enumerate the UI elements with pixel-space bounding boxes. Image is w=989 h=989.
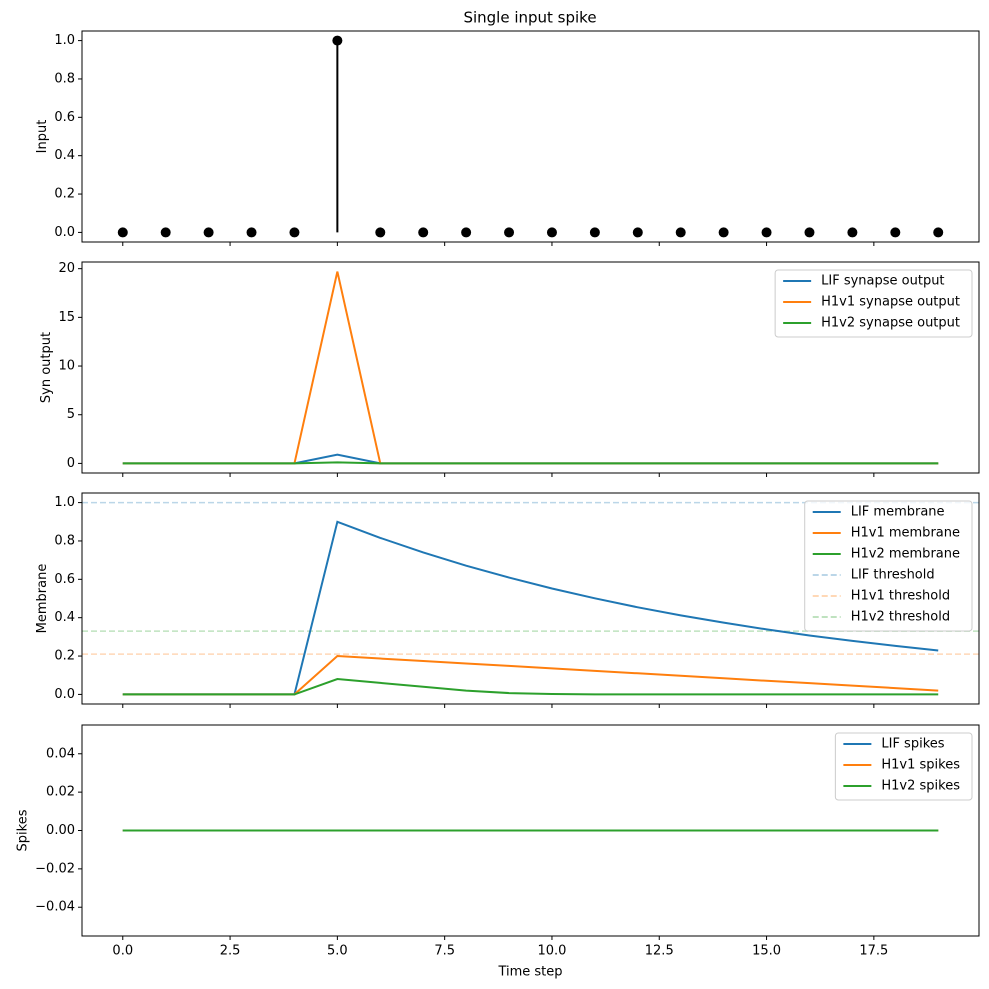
stem-marker	[375, 227, 386, 238]
y-axis-label: Spikes	[16, 809, 31, 851]
x-axis-label: Time step	[497, 965, 562, 980]
stem-marker	[589, 227, 600, 238]
legend-label: LIF threshold	[851, 568, 935, 583]
y-tick-label: 0.00	[46, 823, 75, 838]
y-axis-label: Input	[35, 120, 50, 154]
y-tick-label: 0.4	[54, 148, 75, 163]
x-tick-label: 0.0	[112, 944, 133, 959]
y-tick-label: 1.0	[54, 495, 75, 510]
y-tick-label: 0.0	[54, 687, 75, 702]
legend: LIF membrane H1v1 membrane H1v2 membrane LI…	[804, 500, 973, 632]
y-tick-label: 0.2	[54, 649, 75, 664]
stem-marker	[804, 227, 815, 238]
stem-marker	[632, 227, 643, 238]
stem-marker	[761, 227, 772, 238]
stem-marker	[160, 227, 171, 238]
y-tick-label: −0.04	[35, 900, 75, 915]
x-tick-label: 5.0	[327, 944, 348, 959]
legend-box	[804, 500, 973, 632]
legend-label: H1v1 spikes	[881, 758, 960, 773]
y-tick-label: 1.0	[54, 33, 75, 48]
stem-marker	[418, 227, 429, 238]
y-tick-label: −0.02	[35, 861, 75, 876]
stem-marker	[718, 227, 729, 238]
y-tick-label: 0.4	[54, 610, 75, 625]
y-tick-label: 5	[67, 407, 75, 422]
x-tick-label: 2.5	[220, 944, 241, 959]
x-tick-label: 17.5	[859, 944, 888, 959]
plot-area	[122, 271, 939, 465]
legend-label: H1v2 threshold	[851, 610, 950, 625]
legend-label: LIF synapse output	[821, 274, 944, 289]
series-line	[122, 453, 939, 465]
y-tick-label: 0.8	[54, 533, 75, 548]
series-line	[122, 678, 939, 696]
series-line	[122, 461, 939, 465]
legend-box	[774, 269, 973, 338]
legend-label: LIF spikes	[881, 737, 944, 752]
panel: 0 5 10 15 20 Syn output LIF synapse output H1v1…	[39, 261, 980, 477]
x-tick-label: 10.0	[537, 944, 566, 959]
legend-label: H1v1 threshold	[851, 589, 950, 604]
axes-frame	[81, 30, 980, 243]
stem-marker	[890, 227, 901, 238]
y-tick-label: 0.2	[54, 187, 75, 202]
axes-frame	[81, 724, 980, 937]
stem-marker	[117, 227, 128, 238]
legend: LIF spikes H1v1 spikes H1v2 spikes	[834, 732, 973, 801]
legend-label: H1v1 synapse output	[821, 295, 960, 310]
chart-title: Single input spike	[463, 9, 596, 27]
stem-marker	[289, 227, 300, 238]
legend-label: H1v2 membrane	[851, 547, 960, 562]
y-tick-label: 10	[58, 359, 75, 374]
y-tick-label: 0.04	[46, 746, 75, 761]
y-tick-label: 0.02	[46, 785, 75, 800]
panel: −0.04 −0.02 0.00 0.02 0.04 Spikes 0.0 2.5 5.0 7.5…	[16, 724, 980, 980]
y-axis-label: Syn output	[39, 332, 54, 403]
legend-label: H1v1 membrane	[851, 526, 960, 541]
legend-label: H1v2 spikes	[881, 779, 960, 794]
panel: 0.0 0.2 0.4 0.6 0.8 1.0 Input	[35, 30, 980, 246]
axes-frame	[81, 492, 980, 705]
y-axis-label: Membrane	[35, 564, 50, 634]
x-tick-label: 15.0	[752, 944, 781, 959]
stem-marker	[461, 227, 472, 238]
stem-marker	[675, 227, 686, 238]
plot-area	[117, 35, 944, 238]
panel: 0.0 0.2 0.4 0.6 0.8 1.0 Membrane LIF membrane H1…	[35, 492, 980, 708]
stem-marker	[847, 227, 858, 238]
stem-marker	[504, 227, 515, 238]
x-tick-label: 12.5	[645, 944, 674, 959]
y-tick-label: 0.0	[54, 225, 75, 240]
y-tick-label: 15	[58, 310, 75, 325]
stem-marker	[246, 227, 257, 238]
y-tick-label: 20	[58, 261, 75, 276]
x-tick-label: 7.5	[434, 944, 455, 959]
axes-frame	[81, 261, 980, 474]
stem-marker	[546, 227, 557, 238]
stem-marker	[933, 227, 944, 238]
legend-box	[834, 732, 973, 801]
y-tick-label: 0	[67, 456, 75, 471]
legend-label: H1v2 synapse output	[821, 316, 960, 331]
y-tick-label: 0.6	[54, 110, 75, 125]
y-tick-label: 0.8	[54, 71, 75, 86]
stem-marker	[332, 35, 343, 46]
stem-marker	[203, 227, 214, 238]
series-line	[122, 655, 939, 696]
legend: LIF synapse output H1v1 synapse output H1v…	[774, 269, 973, 338]
legend-label: LIF membrane	[851, 505, 945, 520]
y-tick-label: 0.6	[54, 572, 75, 587]
